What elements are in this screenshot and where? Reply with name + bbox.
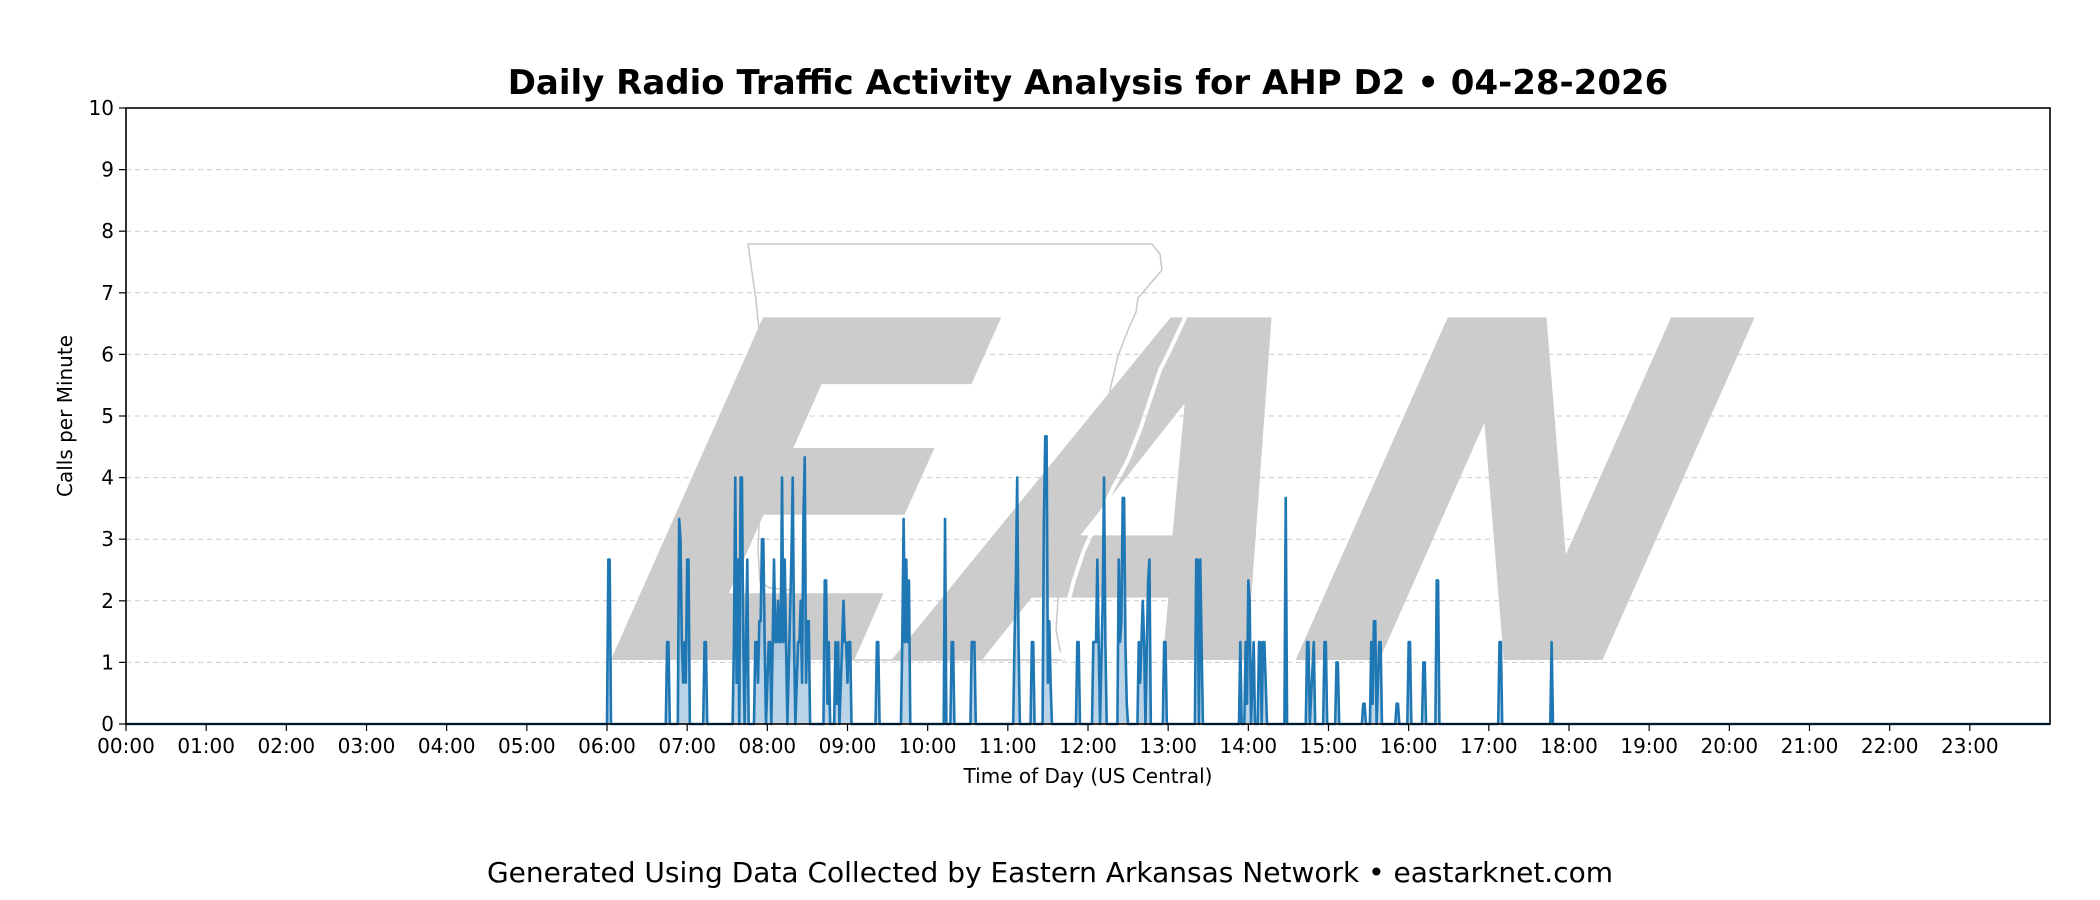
grid-lines <box>126 169 2050 663</box>
y-tick-label: 8 <box>101 219 114 243</box>
x-tick-label: 06:00 <box>578 734 636 758</box>
x-tick-label: 22:00 <box>1861 734 1919 758</box>
y-tick-label: 0 <box>101 712 114 736</box>
x-tick-label: 02:00 <box>258 734 316 758</box>
chart-title: Daily Radio Traffic Activity Analysis fo… <box>508 63 1669 103</box>
x-tick-label: 17:00 <box>1460 734 1518 758</box>
x-tick-label: 09:00 <box>819 734 877 758</box>
y-axis-label: Calls per Minute <box>53 335 77 497</box>
x-tick-label: 07:00 <box>658 734 716 758</box>
x-tick-label: 12:00 <box>1059 734 1117 758</box>
x-axis-label: Time of Day (US Central) <box>963 764 1213 788</box>
y-tick-label: 3 <box>101 527 114 551</box>
x-tick-label: 00:00 <box>97 734 155 758</box>
y-tick-label: 5 <box>101 404 114 428</box>
x-tick-label: 19:00 <box>1620 734 1678 758</box>
x-tick-label: 13:00 <box>1139 734 1197 758</box>
x-axis: 00:00 01:00 02:00 03:00 04:00 05:00 06:00 07:00… <box>97 724 1999 758</box>
x-tick-label: 01:00 <box>177 734 235 758</box>
x-tick-label: 11:00 <box>979 734 1037 758</box>
y-tick-label: 9 <box>101 158 114 182</box>
y-tick-label: 6 <box>101 342 114 366</box>
x-tick-label: 16:00 <box>1380 734 1438 758</box>
y-tick-label: 7 <box>101 281 114 305</box>
x-tick-label: 10:00 <box>899 734 957 758</box>
x-tick-label: 23:00 <box>1941 734 1999 758</box>
x-tick-label: 05:00 <box>498 734 556 758</box>
y-tick-label: 10 <box>89 96 114 120</box>
x-tick-label: 18:00 <box>1540 734 1598 758</box>
river-watermark <box>1060 297 1192 661</box>
x-tick-label: 15:00 <box>1300 734 1358 758</box>
footer-credit: Generated Using Data Collected by Easter… <box>486 856 1613 889</box>
x-tick-label: 20:00 <box>1701 734 1759 758</box>
x-tick-label: 04:00 <box>418 734 476 758</box>
x-tick-label: 21:00 <box>1781 734 1839 758</box>
x-tick-label: 08:00 <box>739 734 797 758</box>
y-tick-label: 1 <box>101 650 114 674</box>
y-tick-label: 4 <box>101 466 114 490</box>
y-tick-label: 2 <box>101 589 114 613</box>
x-tick-label: 03:00 <box>338 734 396 758</box>
y-axis: 0 1 2 3 4 5 6 7 8 9 10 <box>89 96 126 736</box>
x-tick-label: 14:00 <box>1220 734 1278 758</box>
